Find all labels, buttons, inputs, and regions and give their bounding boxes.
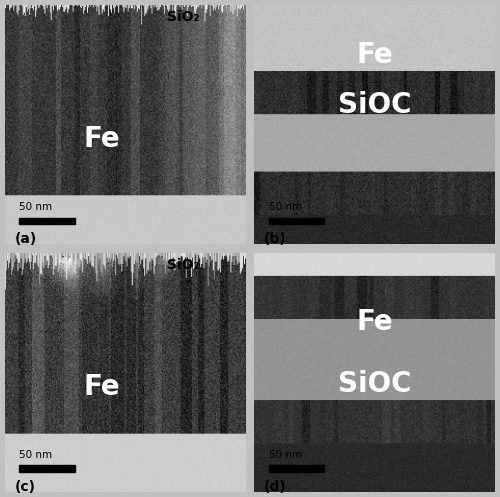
- Text: Fe: Fe: [356, 308, 393, 336]
- Text: SiOC: SiOC: [338, 370, 411, 398]
- Text: (b): (b): [264, 232, 286, 247]
- Text: 50 nm: 50 nm: [268, 202, 302, 212]
- Text: (c): (c): [14, 480, 36, 494]
- Bar: [20, 218, 75, 225]
- Bar: [20, 466, 75, 472]
- Text: (a): (a): [14, 232, 37, 247]
- Bar: [268, 218, 324, 225]
- Text: SiO₂: SiO₂: [167, 258, 200, 272]
- Text: Fe: Fe: [83, 373, 120, 401]
- Text: SiO₂: SiO₂: [167, 10, 200, 24]
- Text: 50 nm: 50 nm: [268, 450, 302, 460]
- Text: SiOC: SiOC: [338, 91, 411, 119]
- Text: Fe: Fe: [83, 125, 120, 153]
- Bar: [268, 466, 324, 472]
- Text: 50 nm: 50 nm: [20, 202, 52, 212]
- Text: 50 nm: 50 nm: [20, 450, 52, 460]
- Text: Fe: Fe: [356, 41, 393, 69]
- Text: (d): (d): [264, 480, 286, 494]
